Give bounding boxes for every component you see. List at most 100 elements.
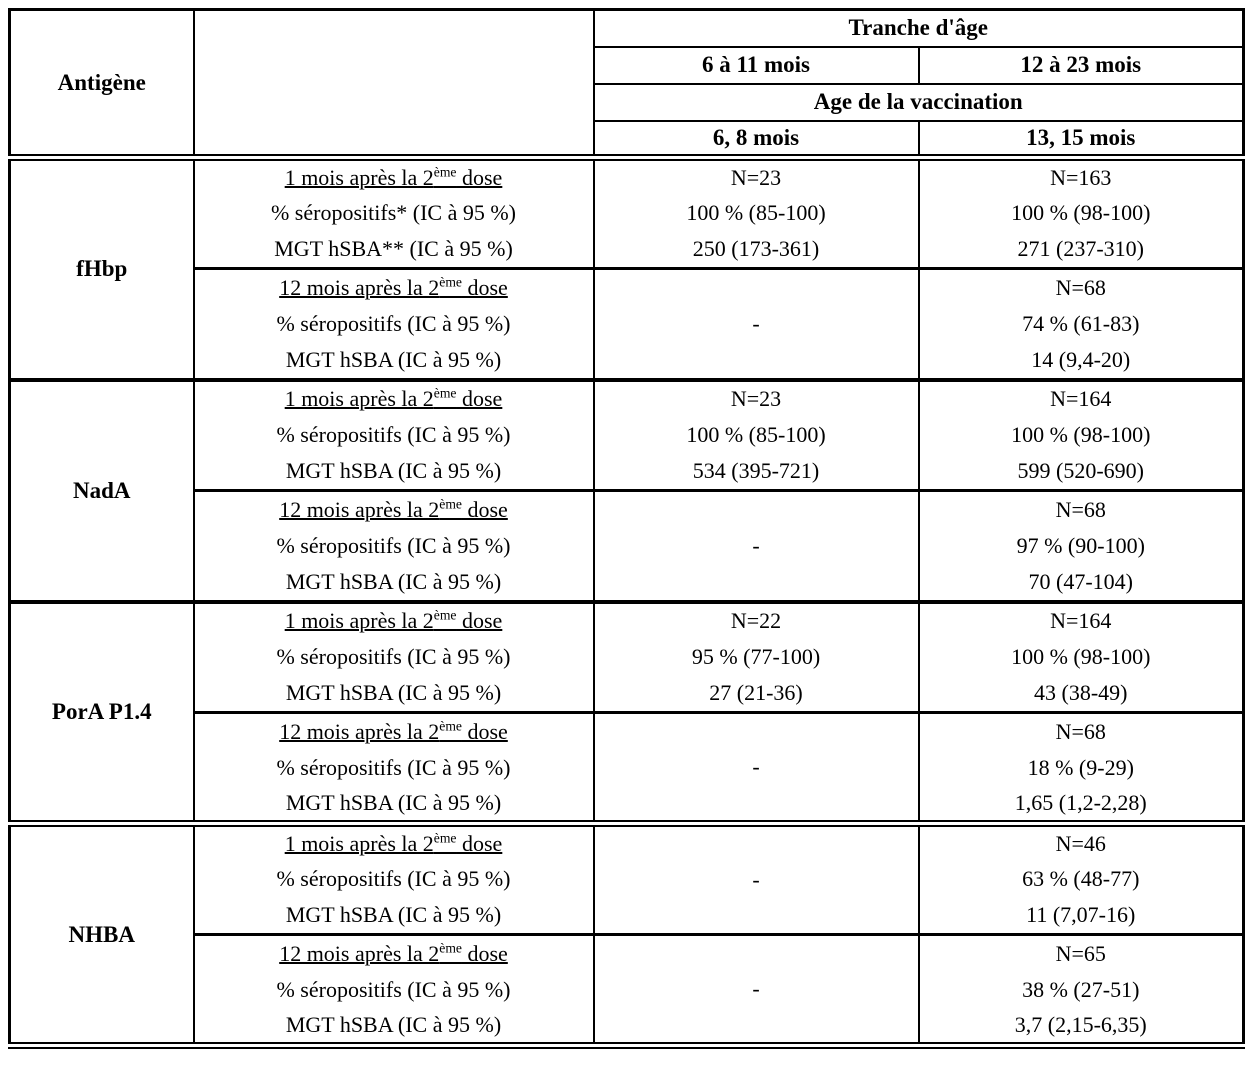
dose-time-text: dose bbox=[456, 164, 503, 190]
header-cell-antigen: Antigène bbox=[8, 8, 195, 159]
dose-time-underlined: 12 mois après la 2ème dose bbox=[279, 719, 508, 744]
value-cell: 38 % (27-51) bbox=[917, 971, 1245, 1009]
row-label: MGT hSBA (IC à 95 %) bbox=[192, 564, 595, 602]
value-cell: N=164 bbox=[917, 599, 1245, 639]
table-row: 12 mois après la 2ème dose - N=65 bbox=[10, 933, 1245, 1046]
dose-time-text: dose bbox=[456, 386, 503, 411]
header-cell-vaccage-13-15: 13, 15 mois bbox=[917, 119, 1245, 159]
value-cell: 70 (47-104) bbox=[917, 564, 1245, 602]
row-label: MGT hSBA (IC à 95 %) bbox=[192, 453, 595, 491]
table-row: 12 mois après la 2ème dose - N=68 bbox=[10, 711, 1245, 824]
table-row: MGT hSBA (IC à 95 %) 1,65 (1,2-2,28) bbox=[10, 786, 1245, 824]
header-row-4: 6, 8 mois 13, 15 mois bbox=[10, 119, 1245, 159]
header-row-2: 6 à 11 mois 12 à 23 mois bbox=[10, 45, 1245, 85]
ordinal-superscript: ème bbox=[433, 830, 457, 846]
table-row: NadA 1 mois après la 2ème dose N=23 N=16… bbox=[8, 377, 1245, 602]
ordinal-superscript: ème bbox=[433, 385, 457, 401]
dash-cell: - bbox=[592, 933, 920, 1046]
header-row-1: Antigène Tranche d'âge bbox=[8, 8, 1245, 159]
value-cell: 63 % (48-77) bbox=[917, 860, 1245, 898]
ordinal-superscript: ème bbox=[439, 496, 462, 512]
dose-time-text: dose bbox=[461, 718, 508, 744]
table-row: MGT hSBA (IC à 95 %) 70 (47-104) bbox=[10, 564, 1245, 602]
dose-time-underlined: 1 mois après la 2ème dose bbox=[285, 608, 503, 633]
dash-cell: - bbox=[592, 820, 920, 935]
dose-time-label: 12 mois après la 2ème dose bbox=[192, 711, 595, 750]
value-cell: N=23 bbox=[592, 377, 920, 417]
ordinal-superscript: ème bbox=[439, 274, 462, 290]
dose-time-underlined: 1 mois après la 2ème dose bbox=[285, 165, 503, 190]
dose-time-label: 1 mois après la 2ème dose bbox=[192, 154, 595, 195]
dose-time-text: dose bbox=[461, 496, 508, 522]
value-cell: 599 (520-690) bbox=[917, 453, 1245, 491]
dose-time-label: 12 mois après la 2ème dose bbox=[192, 933, 595, 972]
value-cell: 100 % (98-100) bbox=[917, 416, 1245, 454]
table-row: % séropositifs (IC à 95 %) 63 % (48-77) bbox=[10, 860, 1245, 898]
dose-time-text: 12 mois après la 2 bbox=[279, 274, 440, 300]
header-cell-empty bbox=[192, 8, 595, 159]
value-cell: N=68 bbox=[917, 489, 1245, 528]
table-row: % séropositifs* (IC à 95 %) 100 % (85-10… bbox=[10, 194, 1245, 232]
dose-time-label: 1 mois après la 2ème dose bbox=[192, 599, 595, 639]
value-cell: 100 % (98-100) bbox=[917, 638, 1245, 676]
table-row: % séropositifs (IC à 95 %) 100 % (85-100… bbox=[10, 416, 1245, 454]
value-cell: 100 % (85-100) bbox=[592, 416, 920, 454]
row-label: MGT hSBA (IC à 95 %) bbox=[192, 342, 595, 380]
dose-time-label: 12 mois après la 2ème dose bbox=[192, 489, 595, 528]
table-row: % séropositifs (IC à 95 %) 97 % (90-100) bbox=[10, 527, 1245, 565]
dose-time-label: 1 mois après la 2ème dose bbox=[192, 377, 595, 417]
value-cell: 271 (237-310) bbox=[917, 231, 1245, 269]
table-row: MGT hSBA (IC à 95 %) 534 (395-721) 599 (… bbox=[10, 453, 1245, 491]
table-row: NHBA 1 mois après la 2ème dose - N=46 bbox=[8, 820, 1245, 1046]
table-row: MGT hSBA (IC à 95 %) 11 (7,07-16) bbox=[10, 897, 1245, 935]
dash-cell: - bbox=[592, 711, 920, 824]
value-cell: 1,65 (1,2-2,28) bbox=[917, 786, 1245, 824]
row-label: % séropositifs (IC à 95 %) bbox=[192, 638, 595, 676]
table-row: MGT hSBA (IC à 95 %) 3,7 (2,15-6,35) bbox=[10, 1008, 1245, 1046]
header-cell-agegroup-12-23: 12 à 23 mois bbox=[917, 45, 1245, 85]
ordinal-superscript: ème bbox=[439, 718, 462, 734]
antigen-name-cell: NHBA bbox=[8, 820, 195, 1046]
value-cell: 250 (173-361) bbox=[592, 231, 920, 269]
table-row: 12 mois après la 2ème dose - N=68 bbox=[10, 489, 1245, 602]
value-cell: N=22 bbox=[592, 599, 920, 639]
row-label: % séropositifs (IC à 95 %) bbox=[192, 749, 595, 787]
table-row: MGT hSBA (IC à 95 %) 27 (21-36) 43 (38-4… bbox=[10, 675, 1245, 713]
dose-time-underlined: 12 mois après la 2ème dose bbox=[279, 275, 508, 300]
row-label: MGT hSBA (IC à 95 %) bbox=[192, 675, 595, 713]
table-row: % séropositifs (IC à 95 %) 38 % (27-51) bbox=[10, 971, 1245, 1009]
dash-cell: - bbox=[592, 489, 920, 602]
header-row-3: Age de la vaccination bbox=[10, 82, 1245, 122]
dose-time-text: dose bbox=[456, 608, 503, 633]
dose-time-text: 1 mois après la 2 bbox=[284, 608, 434, 633]
table-row: % séropositifs (IC à 95 %) 18 % (9-29) bbox=[10, 749, 1245, 787]
row-label: % séropositifs (IC à 95 %) bbox=[192, 416, 595, 454]
antigen-name-cell: PorA P1.4 bbox=[8, 599, 195, 824]
dose-time-label: 1 mois après la 2ème dose bbox=[192, 820, 595, 861]
dose-time-underlined: 1 mois après la 2ème dose bbox=[285, 386, 503, 411]
value-cell: 100 % (85-100) bbox=[592, 194, 920, 232]
dose-time-text: 1 mois après la 2 bbox=[284, 164, 434, 190]
table-row: 12 mois après la 2ème dose - N=68 bbox=[10, 267, 1245, 380]
antigen-name-cell: NadA bbox=[8, 377, 195, 602]
value-cell: N=65 bbox=[917, 933, 1245, 972]
row-label: MGT hSBA (IC à 95 %) bbox=[192, 786, 595, 824]
dose-time-text: 1 mois après la 2 bbox=[284, 830, 434, 856]
row-label: MGT hSBA (IC à 95 %) bbox=[192, 897, 595, 935]
header-cell-agegroup-6-11: 6 à 11 mois bbox=[592, 45, 920, 85]
value-cell: 3,7 (2,15-6,35) bbox=[917, 1008, 1245, 1046]
value-cell: 97 % (90-100) bbox=[917, 527, 1245, 565]
dose-time-underlined: 12 mois après la 2ème dose bbox=[279, 497, 508, 522]
value-cell: N=163 bbox=[917, 154, 1245, 195]
value-cell: 43 (38-49) bbox=[917, 675, 1245, 713]
table-row: PorA P1.4 1 mois après la 2ème dose N=22… bbox=[8, 599, 1245, 824]
dose-time-text: 12 mois après la 2 bbox=[279, 496, 440, 522]
ordinal-superscript: ème bbox=[433, 607, 457, 623]
antigen-immunogenicity-table: Antigène Tranche d'âge 6 à 11 mois 12 à … bbox=[8, 8, 1246, 1049]
value-cell: 27 (21-36) bbox=[592, 675, 920, 713]
dose-time-text: dose bbox=[461, 274, 508, 300]
table-row: fHbp 1 mois après la 2ème dose N=23 N=16… bbox=[8, 154, 1245, 380]
value-cell: 100 % (98-100) bbox=[917, 194, 1245, 232]
row-label: % séropositifs (IC à 95 %) bbox=[192, 305, 595, 343]
